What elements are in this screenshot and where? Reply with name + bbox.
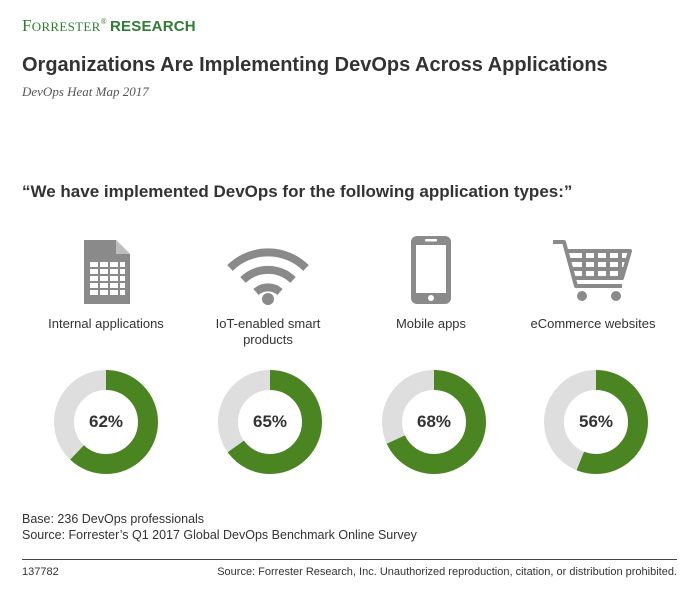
page-subtitle: DevOps Heat Map 2017 — [22, 84, 149, 99]
category-column-internal: Internal applications — [31, 228, 181, 352]
wifi-icon — [227, 248, 309, 305]
document-id: 137782 — [22, 566, 59, 578]
forrester-logo: FORRESTER® RESEARCH — [22, 16, 196, 35]
category-label: Internal applications — [48, 316, 164, 331]
category-column-mobile: Mobile apps — [356, 228, 506, 352]
category-column-ecommerce: eCommerce websites — [518, 228, 668, 352]
donut-value-arc — [218, 370, 322, 474]
footer-divider — [22, 559, 677, 560]
data-label: 62% — [88, 412, 124, 431]
footer-copyright: Source: Forrester Research, Inc. Unautho… — [217, 566, 677, 578]
category-label: eCommerce websites — [530, 316, 656, 331]
donut-internal: 62% — [52, 368, 160, 476]
donut-value-arc — [382, 370, 486, 474]
data-label: 56% — [578, 412, 614, 431]
donut-iot: 65% — [216, 368, 324, 476]
data-label: 65% — [252, 412, 288, 431]
donut-ecommerce: 56% — [542, 368, 650, 476]
chart-title: “We have implemented DevOps for the foll… — [22, 182, 573, 201]
category-label: IoT-enabled smart products — [215, 316, 321, 347]
source-note: Source: Forrester’s Q1 2017 Global DevOp… — [22, 528, 417, 542]
data-label: 68% — [416, 412, 452, 431]
page-title: Organizations Are Implementing DevOps Ac… — [22, 54, 608, 76]
category-column-iot: IoT-enabled smart products — [193, 228, 343, 352]
base-note: Base: 236 DevOps professionals — [22, 512, 205, 526]
donut-value-arc — [544, 370, 648, 474]
shopping-cart-icon — [553, 240, 632, 301]
donut-mobile: 68% — [380, 368, 488, 476]
smartphone-icon — [411, 236, 451, 304]
spreadsheet-document-icon — [84, 240, 130, 304]
donut-value-arc — [54, 370, 158, 474]
category-label: Mobile apps — [395, 316, 467, 331]
